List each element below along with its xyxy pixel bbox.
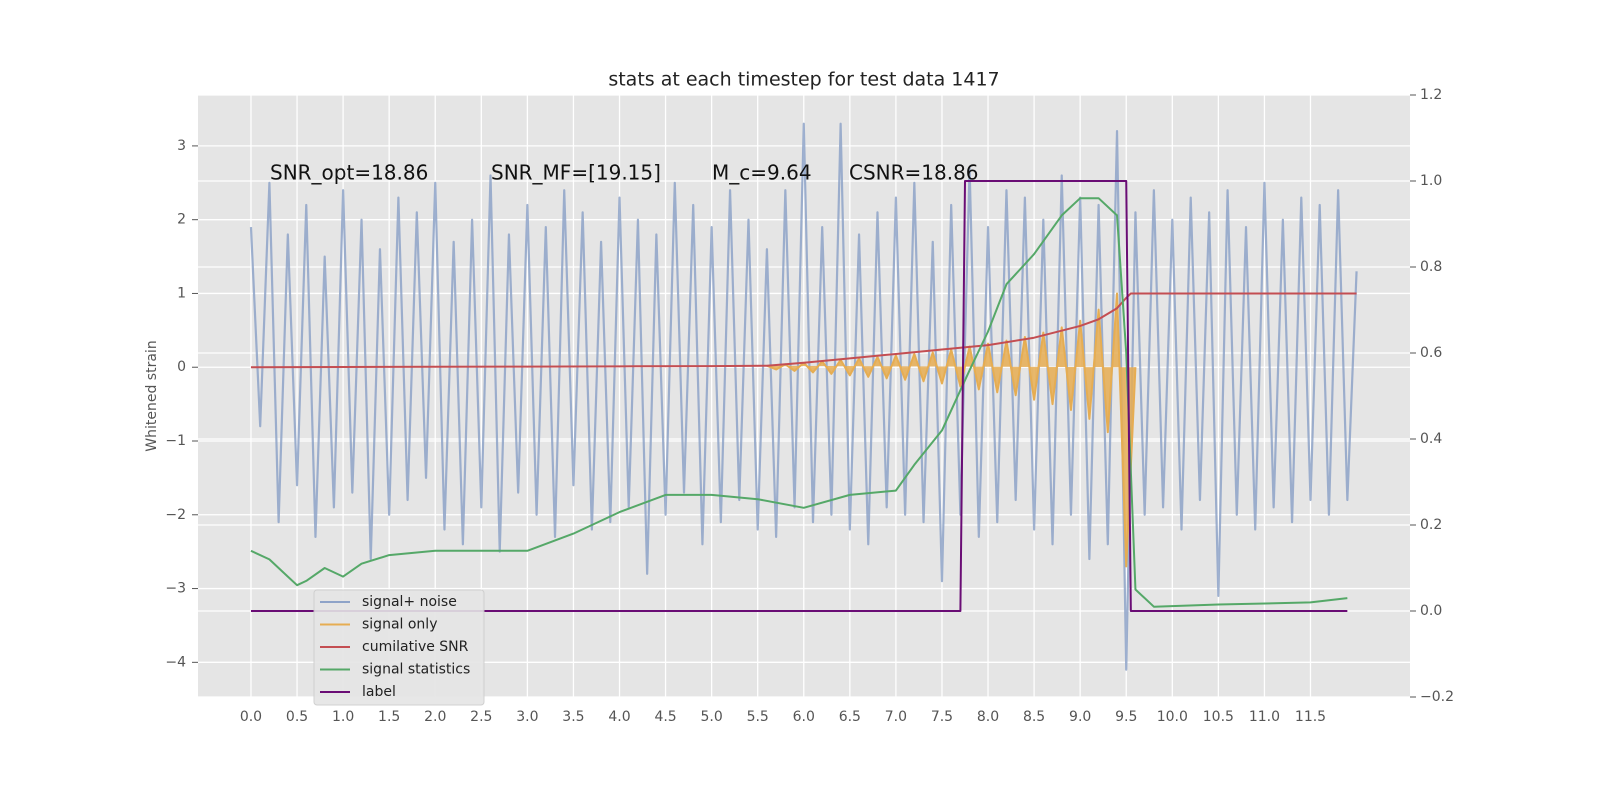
- x-tick-label: 3.0: [516, 709, 538, 725]
- x-tick-label: 7.0: [885, 709, 907, 725]
- y-tick-label: −2: [165, 507, 186, 523]
- x-tick-label: 10.0: [1157, 709, 1188, 725]
- series-line: [250, 292, 1357, 369]
- legend-label: signal only: [362, 617, 437, 633]
- y2-tick-label: 0.6: [1420, 345, 1442, 361]
- x-tick-label: 7.5: [931, 709, 953, 725]
- x-tick-label: 4.0: [608, 709, 630, 725]
- y-tick-label: −1: [165, 433, 186, 449]
- x-tick-label: 2.0: [424, 709, 446, 725]
- legend: signal+ noise signal only cumilative SNR si…: [313, 589, 485, 706]
- x-tick-label: 9.0: [1069, 709, 1091, 725]
- x-tick-label: 10.5: [1203, 709, 1234, 725]
- y-tick-label: −4: [165, 654, 186, 670]
- series-line: [249, 122, 1358, 671]
- annotation: SNR_MF=[19.15]: [491, 161, 661, 185]
- y2-tick-label: 0.2: [1420, 517, 1442, 533]
- legend-label: label: [362, 684, 396, 700]
- annotation: SNR_opt=18.86: [270, 161, 428, 185]
- y-tick-label: −3: [165, 581, 186, 597]
- x-tick-label: 1.5: [378, 709, 400, 725]
- x-tick-label: 4.5: [654, 709, 676, 725]
- legend-label: signal statistics: [362, 662, 470, 678]
- x-tick-label: 1.0: [332, 709, 354, 725]
- x-tick-label: 11.0: [1249, 709, 1280, 725]
- y-axis-label: Whitened strain: [144, 340, 160, 451]
- x-tick-label: 6.0: [793, 709, 815, 725]
- legend-box: [313, 589, 485, 706]
- x-tick-label: 5.0: [701, 709, 723, 725]
- x-tick-label: 5.5: [747, 709, 769, 725]
- x-tick-label: 0.5: [286, 709, 308, 725]
- x-tick-label: 8.0: [977, 709, 999, 725]
- y-tick-label: 1: [177, 285, 186, 301]
- y2-tick-label: 1.0: [1420, 173, 1442, 189]
- series-line: [250, 197, 1348, 608]
- y2-tick-label: 1.2: [1420, 87, 1442, 103]
- y-tick-label: 0: [177, 359, 186, 375]
- y2-tick-label: 0.0: [1420, 603, 1442, 619]
- x-tick-label: 11.5: [1295, 709, 1326, 725]
- x-tick-label: 2.5: [470, 709, 492, 725]
- x-tick-label: 9.5: [1115, 709, 1137, 725]
- series-line: [250, 180, 1348, 612]
- y-tick-label: 2: [177, 212, 186, 228]
- chart-title: stats at each timestep for test data 141…: [608, 69, 999, 91]
- y-tick-label: 3: [177, 138, 186, 154]
- x-tick-label: 3.5: [562, 709, 584, 725]
- y2-tick-label: 0.8: [1420, 259, 1442, 275]
- x-tick-label: 8.5: [1023, 709, 1045, 725]
- legend-label: cumilative SNR: [362, 639, 469, 655]
- y2-tick-label: −0.2: [1420, 689, 1454, 705]
- annotation: M_c=9.64: [712, 161, 812, 185]
- x-tick-label: 0.0: [240, 709, 262, 725]
- annotation: CSNR=18.86: [849, 161, 979, 185]
- x-tick-label: 6.5: [839, 709, 861, 725]
- y2-tick-label: 0.4: [1420, 431, 1442, 447]
- legend-label: signal+ noise: [362, 594, 457, 610]
